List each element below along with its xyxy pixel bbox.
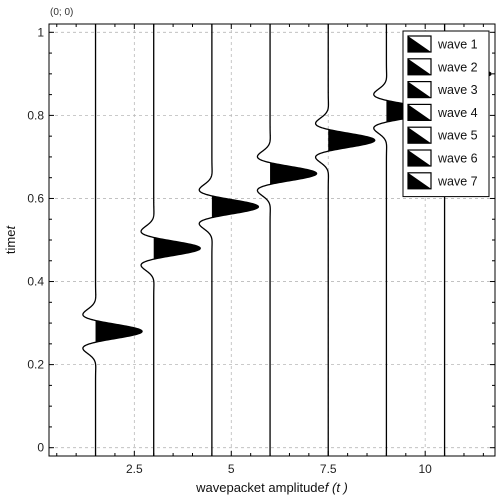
y-tick-label-1: 0.2 — [27, 358, 44, 372]
wave-line-1 — [82, 24, 143, 456]
wave-line-5 — [314, 24, 376, 456]
legend-swatch-fill-7 — [408, 172, 431, 189]
legend-item-3[interactable]: wave 3 — [407, 80, 478, 99]
legend-swatch-fill-6 — [408, 150, 431, 166]
legend-swatch-fill-4 — [408, 104, 431, 121]
legend-item-4[interactable]: wave 4 — [407, 103, 478, 122]
legend-item-5[interactable]: wave 5 — [407, 126, 478, 144]
legend-item-2[interactable]: wave 2 — [407, 58, 478, 76]
legend-item-7[interactable]: wave 7 — [407, 172, 478, 190]
legend-item-6[interactable]: wave 6 — [407, 149, 478, 167]
legend-label-1: wave 1 — [437, 38, 478, 52]
y-tick-label-2: 0.4 — [27, 275, 44, 289]
y-axis-title: timet — [3, 225, 18, 255]
y-tick-label-5: 1 — [37, 25, 44, 39]
x-axis-math: f (t ) — [325, 480, 348, 495]
y-axis-math: t — [3, 225, 18, 230]
legend-item-1[interactable]: wave 1 — [407, 35, 478, 53]
wave-line-4 — [256, 24, 318, 456]
legend-label-7: wave 7 — [437, 174, 478, 188]
series-wave-2[interactable] — [140, 0, 201, 468]
coordinate-readout: (0; 0) — [50, 7, 73, 18]
legend-label-3: wave 3 — [437, 83, 478, 97]
x-axis-title: wavepacket amplitudef (t ) — [195, 480, 348, 495]
legend[interactable]: wave 1 wave 2 wave 3 wave 4 wave 5 wave 6 wave… — [402, 30, 490, 198]
x-tick-label-1: 5 — [228, 462, 235, 476]
legend-swatch-fill-3 — [408, 81, 431, 98]
series-wave-3[interactable] — [198, 0, 260, 468]
series-wave-1[interactable] — [82, 0, 143, 468]
y-tick-label-0: 0 — [37, 441, 44, 455]
legend-label-6: wave 6 — [437, 152, 478, 166]
legend-label-5: wave 5 — [437, 129, 478, 143]
wave-line-2 — [140, 24, 201, 456]
series-wave-5[interactable] — [314, 0, 376, 468]
series-wave-4[interactable] — [256, 0, 318, 468]
x-tick-label-2: 7.5 — [320, 462, 337, 476]
legend-label-4: wave 4 — [437, 106, 478, 120]
legend-swatch-fill-2 — [408, 58, 431, 75]
x-tick-label-0: 2.5 — [126, 462, 143, 476]
y-tick-label-4: 0.8 — [27, 108, 44, 122]
y-tick-label-3: 0.6 — [27, 191, 44, 205]
wave-line-3 — [198, 24, 260, 456]
legend-swatch-fill-5 — [408, 127, 431, 144]
legend-label-2: wave 2 — [437, 60, 478, 74]
x-axis-label: wavepacket amplitude — [195, 480, 325, 495]
axis-ticks: 2.5 5 7.5 10 0 0.2 0.4 0.6 0.8 1 — [27, 24, 495, 476]
wave-line-6 — [373, 24, 434, 456]
wave-fill-2 — [153, 24, 201, 456]
y-axis-label: time — [3, 230, 18, 255]
x-tick-label-3: 10 — [419, 462, 433, 476]
legend-swatch-fill-1 — [408, 36, 431, 52]
